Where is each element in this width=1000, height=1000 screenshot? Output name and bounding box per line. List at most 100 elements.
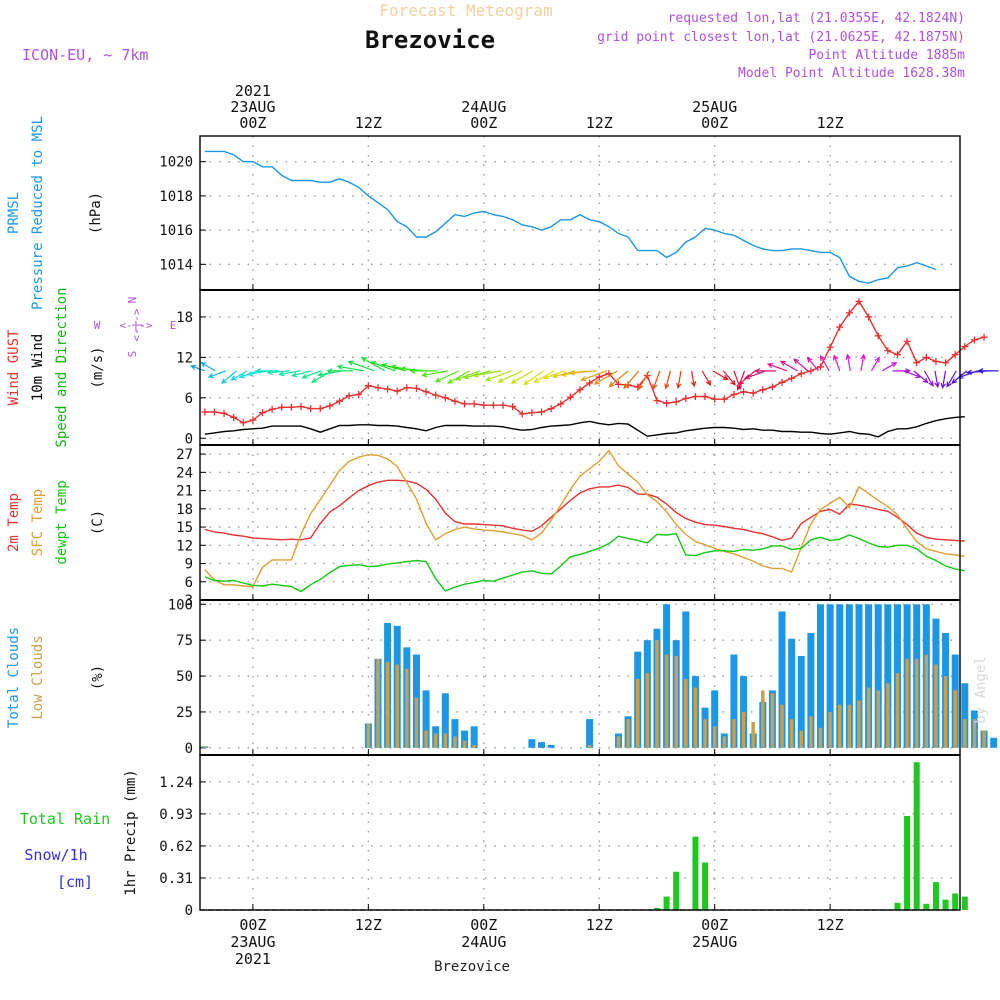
gust-marker: [797, 370, 805, 378]
wind-direction-arrow: [542, 370, 565, 380]
gust-marker: [355, 390, 363, 398]
gust-marker: [538, 408, 546, 416]
low-cloud-bar: [703, 719, 707, 748]
low-cloud-bar: [982, 730, 986, 748]
top-axis-label: 25AUG: [692, 98, 737, 116]
low-cloud-bar: [963, 719, 967, 748]
bottom-axis-label: 12Z: [817, 916, 844, 934]
total-cloud-bar: [865, 604, 873, 748]
wind-direction-arrow: [278, 370, 301, 377]
total-cloud-bar: [874, 604, 882, 748]
series-2m-temp: [204, 479, 965, 542]
gust-marker: [672, 398, 680, 406]
low-cloud-bar: [895, 673, 900, 748]
gust-marker: [489, 401, 497, 409]
wind-direction-arrow: [712, 370, 729, 381]
wind-direction-arrow: [336, 364, 364, 372]
precip-label-cm: [cm]: [57, 873, 93, 891]
panel-units: (C): [90, 510, 106, 535]
gust-marker: [403, 384, 411, 392]
low-cloud-bar: [809, 716, 813, 748]
gust-marker: [749, 389, 757, 397]
gust-marker: [740, 388, 748, 396]
total-cloud-bar: [461, 730, 469, 748]
gust-marker: [432, 391, 440, 399]
gust-marker: [788, 374, 796, 382]
precip-bar: [904, 815, 911, 910]
model-altitude: Model Point Altitude 1628.38m: [738, 66, 965, 81]
low-cloud-bar: [847, 704, 852, 748]
total-cloud-bar: [547, 744, 555, 748]
y-tick-label: 6: [185, 575, 193, 591]
panel-frame: [199, 135, 961, 291]
bottom-axis-label: 2021: [235, 950, 271, 968]
gust-marker: [865, 313, 873, 321]
y-tick-label: 75: [176, 633, 193, 649]
precip-bar: [923, 903, 930, 910]
total-cloud-bar: [817, 604, 825, 748]
wind-direction-arrow: [870, 356, 880, 372]
bottom-axis-label: 25AUG: [692, 933, 737, 951]
total-cloud-bar: [845, 604, 853, 748]
y-tick-label: 27: [176, 447, 193, 463]
panel-label: 10m Wind: [30, 334, 46, 401]
gust-marker: [961, 343, 969, 351]
wind-direction-arrow: [463, 370, 491, 380]
location-title: Brezovice: [365, 26, 495, 54]
panel-pressure: 1014 1016 1018 1020 PRMSL Pressure Reduced to…: [6, 116, 961, 310]
wind-direction-arrow: [568, 370, 597, 376]
gust-marker: [826, 343, 834, 351]
wind-direction-arrow: [934, 370, 940, 389]
gust-marker: [893, 351, 901, 359]
wind-direction-arrow: [523, 370, 544, 386]
wind-direction-arrow: [207, 370, 227, 379]
wind-direction-arrow: [254, 368, 279, 374]
gust-marker: [393, 387, 401, 395]
panel-temperature: 3 6 9 12 15 18 21 24 27 2m Temp SFC Temp dewpt Temp…: [6, 444, 965, 609]
total-cloud-bar: [451, 719, 459, 748]
wind-direction-arrow: [754, 368, 777, 374]
panel-frame: [199, 754, 961, 911]
wind-direction-arrow: [266, 369, 290, 376]
low-cloud-bar: [626, 719, 630, 748]
bottom-axis-label: 12Z: [586, 916, 613, 934]
gust-marker: [547, 405, 555, 413]
top-axis-label: 2021: [235, 82, 271, 100]
total-cloud-bar: [470, 726, 478, 748]
low-cloud-bar: [684, 678, 688, 748]
precip-bar: [932, 882, 939, 910]
point-altitude: Point Altitude 1885m: [808, 48, 965, 63]
gust-marker: [759, 386, 767, 394]
gust-marker: [817, 363, 825, 371]
wind-direction-arrow: [326, 368, 353, 374]
low-cloud-bar: [866, 687, 871, 748]
wind-direction-arrow: [860, 353, 866, 371]
top-axis-label: 12Z: [586, 114, 613, 132]
top-axis-label: 12Z: [355, 114, 382, 132]
low-cloud-bar: [453, 736, 457, 748]
gust-marker: [518, 410, 526, 418]
low-cloud-bar: [780, 704, 784, 748]
y-tick-label: 3: [185, 593, 193, 609]
wind-direction-arrow: [220, 370, 237, 384]
precip-bar: [952, 893, 959, 910]
y-tick-label: 0: [185, 903, 193, 919]
low-cloud-bar: [462, 740, 467, 748]
total-cloud-bar: [778, 611, 786, 748]
low-cloud-bar: [366, 723, 371, 748]
precip-bar: [894, 902, 901, 910]
gust-marker: [451, 397, 459, 405]
wind-direction-arrow: [290, 370, 311, 378]
low-cloud-bar: [789, 719, 794, 748]
gust-marker: [316, 405, 324, 413]
gust-marker: [720, 395, 728, 403]
total-cloud-bar: [538, 742, 546, 748]
low-cloud-bar: [943, 676, 948, 748]
total-cloud-bar: [961, 683, 969, 748]
panel-label: Low Clouds: [30, 635, 46, 719]
gust-marker: [287, 403, 295, 411]
total-cloud-bar: [855, 604, 863, 748]
precip-bar: [663, 896, 670, 910]
